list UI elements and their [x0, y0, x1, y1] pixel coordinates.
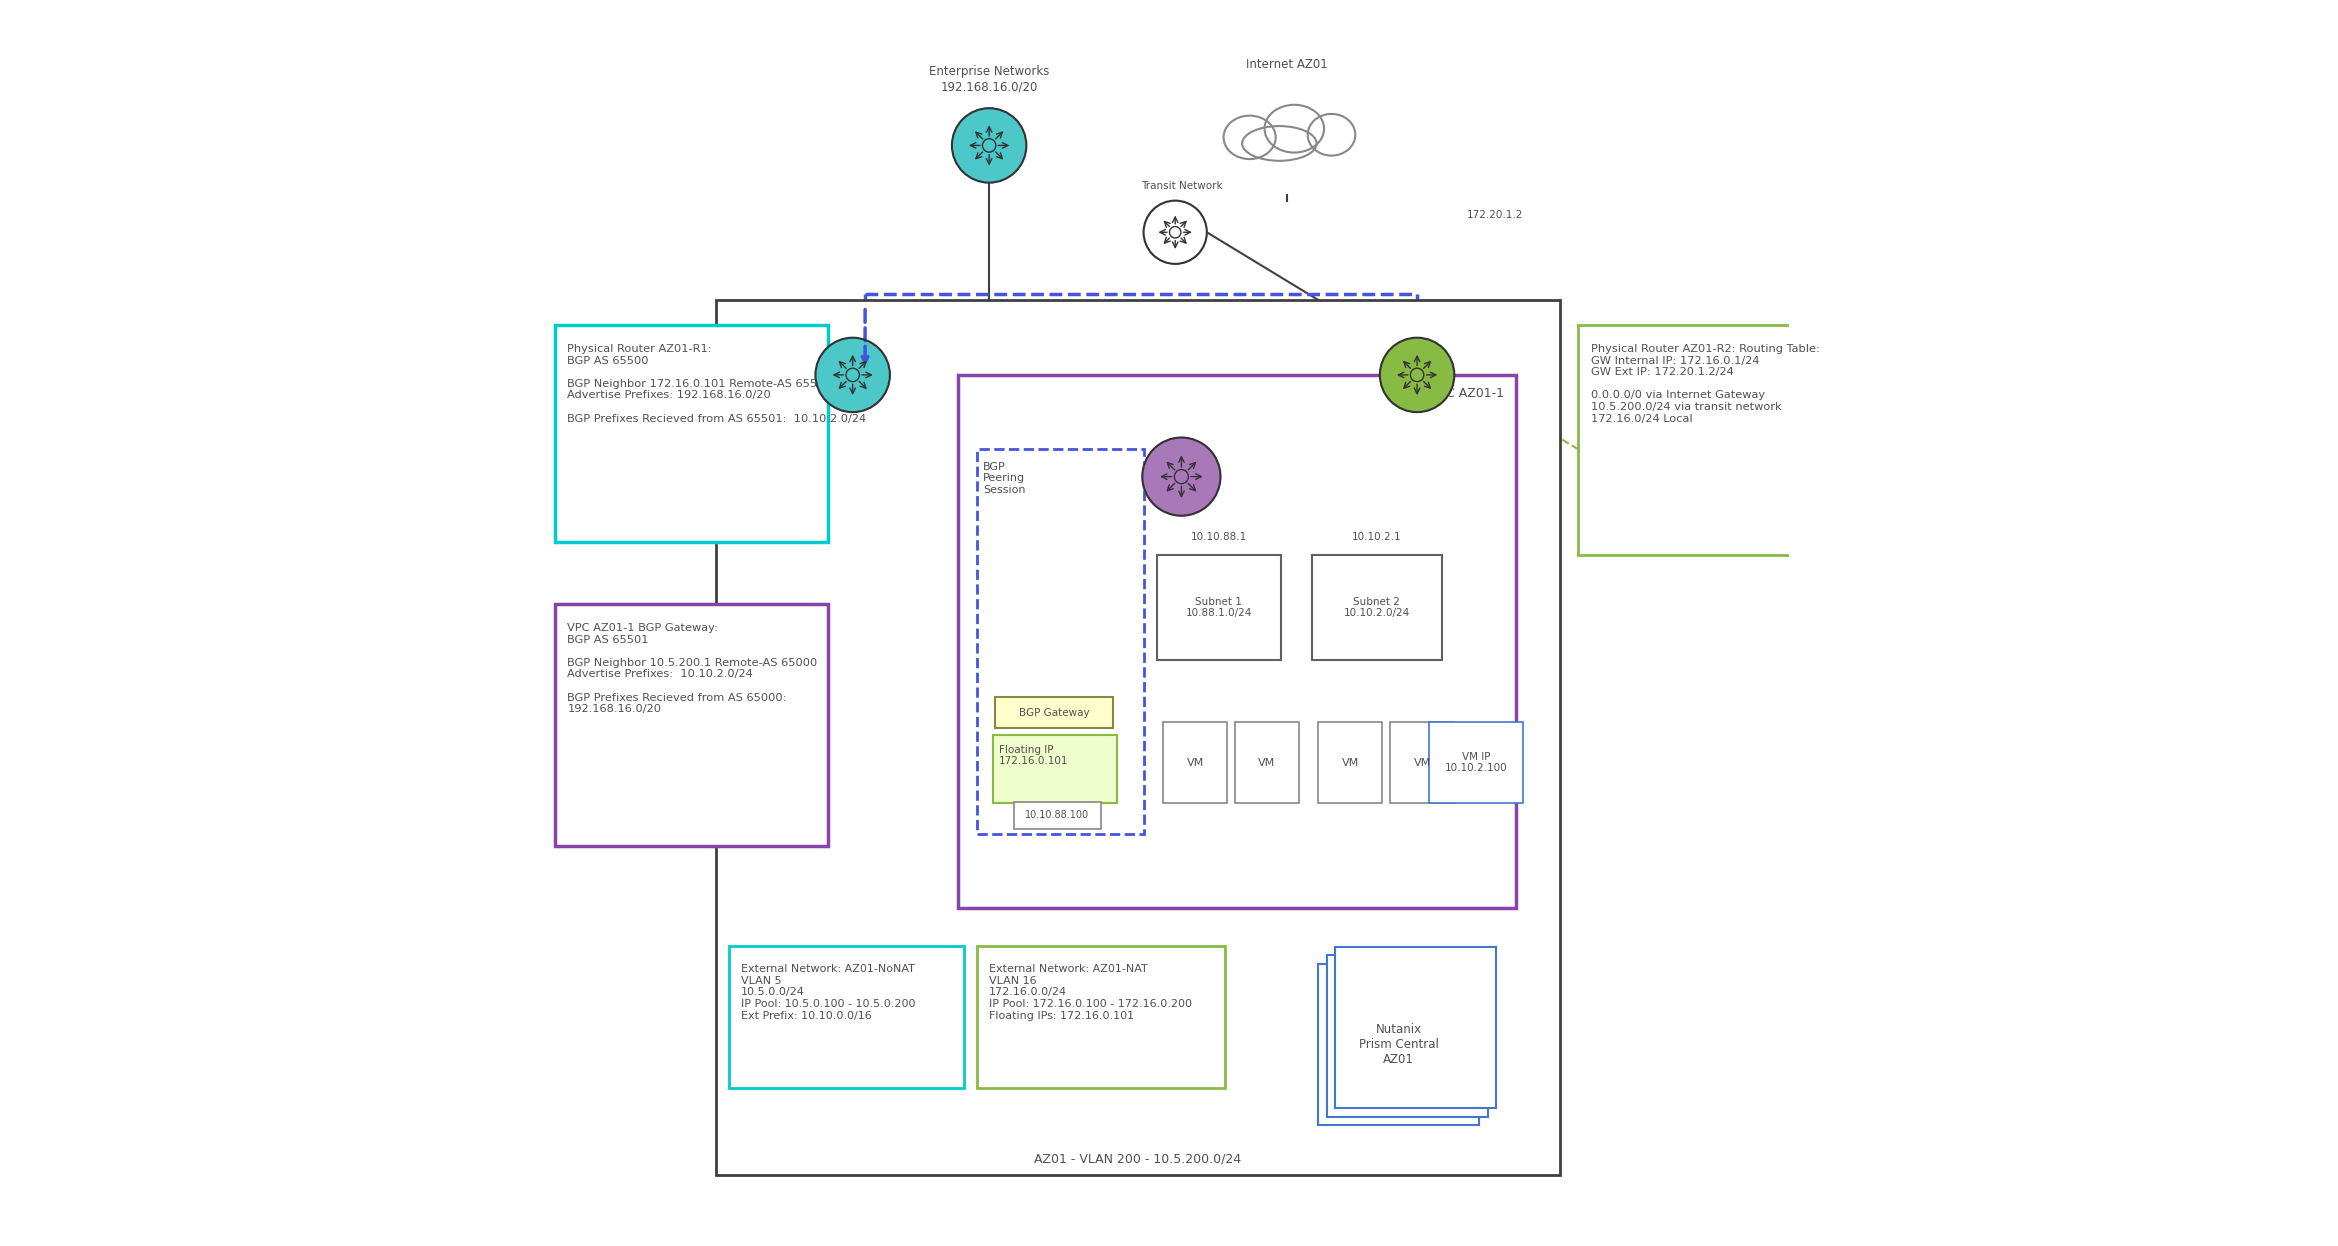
Text: 10.5.0.200: 10.5.0.200	[1008, 409, 1064, 419]
FancyBboxPatch shape	[554, 325, 828, 542]
FancyBboxPatch shape	[554, 604, 828, 846]
Text: External Network: AZ01-NAT
VLAN 16
172.16.0.0/24
IP Pool: 172.16.0.100 - 172.16.: External Network: AZ01-NAT VLAN 16 172.1…	[989, 964, 1192, 1020]
FancyBboxPatch shape	[1389, 723, 1454, 802]
FancyBboxPatch shape	[1319, 964, 1480, 1125]
Text: 172.16.0.1: 172.16.0.1	[1316, 353, 1375, 363]
Text: 10.10.88.100: 10.10.88.100	[1026, 810, 1090, 820]
Text: Internet AZ01: Internet AZ01	[1246, 59, 1328, 71]
Text: VM: VM	[1258, 758, 1277, 768]
Text: VM IP
10.10.2.100: VM IP 10.10.2.100	[1445, 751, 1508, 774]
FancyBboxPatch shape	[994, 735, 1118, 802]
Text: VM: VM	[1342, 758, 1358, 768]
Circle shape	[1143, 201, 1206, 264]
Ellipse shape	[1307, 113, 1356, 156]
Text: External Network: AZ01-NoNAT
VLAN 5
10.5.0.0/24
IP Pool: 10.5.0.100 - 10.5.0.200: External Network: AZ01-NoNAT VLAN 5 10.5…	[741, 964, 916, 1020]
Text: Subnet 2
10.10.2.0/24: Subnet 2 10.10.2.0/24	[1344, 597, 1410, 618]
Text: Floating IP
172.16.0.101: Floating IP 172.16.0.101	[998, 745, 1068, 766]
Text: 172.16.0.101(FIP): 172.16.0.101(FIP)	[1232, 435, 1323, 445]
Text: BGP
Peering
Session: BGP Peering Session	[982, 462, 1026, 495]
Text: 172.16.0.200(SNAT),: 172.16.0.200(SNAT),	[1232, 400, 1340, 410]
Text: Subnet 1
10.88.1.0/24: Subnet 1 10.88.1.0/24	[1185, 597, 1251, 618]
FancyBboxPatch shape	[959, 375, 1517, 908]
FancyBboxPatch shape	[1162, 723, 1227, 802]
FancyBboxPatch shape	[1234, 723, 1300, 802]
FancyBboxPatch shape	[1015, 801, 1101, 829]
Text: VM: VM	[1185, 758, 1204, 768]
Ellipse shape	[1265, 105, 1323, 152]
FancyBboxPatch shape	[729, 946, 963, 1088]
Text: Transit Network: Transit Network	[1141, 181, 1223, 191]
FancyBboxPatch shape	[1429, 723, 1522, 802]
Text: 10.5.0.1: 10.5.0.1	[982, 353, 1026, 363]
Text: Physical Router AZ01-R2: Routing Table:
GW Internal IP: 172.16.0.1/24
GW Ext IP:: Physical Router AZ01-R2: Routing Table: …	[1590, 344, 1819, 424]
FancyBboxPatch shape	[1157, 554, 1281, 660]
Circle shape	[1379, 338, 1454, 412]
Text: Nutanix
Prism Central
AZ01: Nutanix Prism Central AZ01	[1358, 1023, 1438, 1067]
Text: VM: VM	[1414, 758, 1431, 768]
Text: 10.10.88.1: 10.10.88.1	[1190, 532, 1246, 542]
FancyBboxPatch shape	[996, 698, 1113, 729]
Text: 172.20.1.2: 172.20.1.2	[1466, 209, 1522, 219]
Text: Physical Router AZ01-R1:
BGP AS 65500

BGP Neighbor 172.16.0.101 Remote-AS 65501: Physical Router AZ01-R1: BGP AS 65500 BG…	[568, 344, 867, 424]
FancyBboxPatch shape	[1326, 956, 1487, 1116]
Ellipse shape	[1223, 116, 1277, 159]
Text: BGP Gateway: BGP Gateway	[1019, 708, 1090, 718]
Text: Enterprise Networks
192.168.16.0/20: Enterprise Networks 192.168.16.0/20	[928, 65, 1050, 93]
Circle shape	[1143, 437, 1220, 516]
Ellipse shape	[1241, 126, 1316, 161]
Text: 10.5.200.1: 10.5.200.1	[895, 353, 952, 363]
FancyBboxPatch shape	[977, 946, 1225, 1088]
Text: AZ01 - VLAN 200 - 10.5.200.0/24: AZ01 - VLAN 200 - 10.5.200.0/24	[1033, 1153, 1241, 1165]
FancyBboxPatch shape	[715, 300, 1559, 1175]
Circle shape	[816, 338, 891, 412]
FancyBboxPatch shape	[1319, 723, 1382, 802]
FancyBboxPatch shape	[1578, 325, 1863, 554]
Text: VPC AZ01-1: VPC AZ01-1	[1431, 388, 1503, 400]
Text: VPC AZ01-1 BGP Gateway:
BGP AS 65501

BGP Neighbor 10.5.200.1 Remote-AS 65000
Ad: VPC AZ01-1 BGP Gateway: BGP AS 65501 BGP…	[568, 623, 818, 714]
Circle shape	[952, 108, 1026, 183]
FancyBboxPatch shape	[1335, 947, 1496, 1108]
FancyBboxPatch shape	[1312, 554, 1443, 660]
Text: 10.10.2.1: 10.10.2.1	[1351, 532, 1400, 542]
